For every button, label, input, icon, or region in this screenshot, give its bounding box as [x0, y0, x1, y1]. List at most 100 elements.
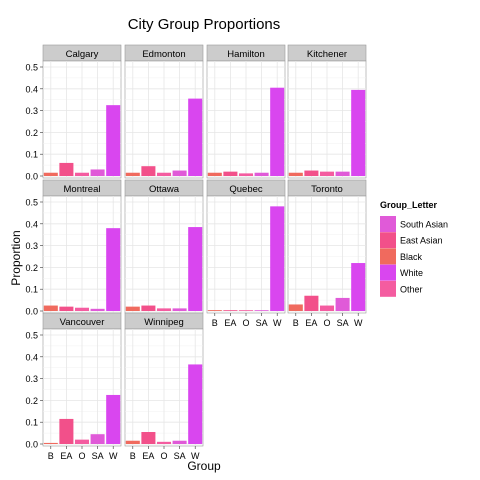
x-tick-label: O: [242, 318, 249, 328]
panel-kitchener: Kitchener: [288, 45, 366, 178]
bar-vancouver-w: [106, 395, 120, 444]
panel-montreal: Montreal 0.0 0.1 0.2 0.3 0.4 0.5: [25, 180, 121, 317]
facet-label: Montreal: [64, 184, 101, 195]
legend-key: [380, 265, 396, 281]
y-tick-label: 0.2: [25, 128, 38, 138]
y-tick-label: 0.0: [25, 440, 38, 450]
facet-label: Quebec: [229, 184, 263, 195]
bar-kitchener-b: [289, 173, 303, 176]
bar-vancouver-ea: [59, 419, 73, 444]
legend-key: [380, 216, 396, 232]
bar-quebec-b: [208, 310, 222, 311]
bar-montreal-o: [75, 308, 89, 311]
y-tick-label: 0.5: [25, 63, 38, 73]
bar-hamilton-w: [270, 88, 284, 176]
panel-ottawa: Ottawa: [125, 180, 203, 313]
bar-kitchener-ea: [304, 171, 318, 176]
y-tick-label: 0.1: [25, 150, 38, 160]
x-tick-label: EA: [60, 451, 72, 461]
panel-winnipeg: Winnipeg B EA O SA W: [125, 313, 203, 461]
bar-quebec-o: [239, 310, 253, 311]
x-tick-label: B: [130, 451, 136, 461]
y-tick-label: 0.4: [25, 84, 38, 94]
x-tick-label: SA: [256, 318, 268, 328]
bar-winnipeg-o: [157, 442, 171, 444]
bar-calgary-b: [44, 173, 58, 176]
bar-quebec-ea: [223, 310, 237, 311]
x-tick-label: EA: [305, 318, 317, 328]
bar-hamilton-o: [239, 173, 253, 176]
legend: Group_Letter South Asian East Asian Black Wh…: [380, 200, 448, 297]
legend-label: East Asian: [400, 236, 443, 246]
x-tick-label: B: [48, 451, 54, 461]
bar-hamilton-b: [208, 173, 222, 176]
y-tick-label: 0.0: [25, 307, 38, 317]
legend-key: [380, 281, 396, 297]
bar-ottawa-ea: [141, 306, 155, 311]
bar-hamilton-sa: [255, 173, 269, 176]
x-tick-label: W: [273, 318, 282, 328]
y-tick-label: 0.5: [25, 331, 38, 341]
bar-quebec-w: [270, 206, 284, 311]
legend-label: South Asian: [400, 220, 448, 230]
panel-vancouver: Vancouver 0.0 0.1 0.2 0.3 0.4 0.5 B EA O SA W: [25, 313, 121, 461]
bar-montreal-ea: [59, 307, 73, 311]
y-axis-title: Proportion: [9, 230, 23, 285]
y-tick-label: 0.4: [25, 219, 38, 229]
bar-calgary-o: [75, 173, 89, 176]
facet-label: Toronto: [311, 184, 343, 195]
bar-toronto-ea: [304, 296, 318, 311]
panel-hamilton: Hamilton: [207, 45, 285, 178]
x-tick-label: O: [78, 451, 85, 461]
bar-kitchener-sa: [336, 172, 350, 176]
bar-vancouver-o: [75, 440, 89, 444]
y-tick-label: 0.2: [25, 263, 38, 273]
x-tick-label: W: [109, 451, 118, 461]
panel-toronto: Toronto B EA O SA W: [288, 180, 366, 328]
y-tick-label: 0.3: [25, 106, 38, 116]
bar-quebec-sa: [255, 310, 269, 311]
bar-toronto-o: [320, 306, 334, 311]
facet-label: Calgary: [66, 49, 99, 60]
facet-label: Winnipeg: [144, 317, 184, 328]
y-tick-label: 0.3: [25, 241, 38, 251]
bar-kitchener-o: [320, 172, 334, 176]
y-tick-label: 0.2: [25, 396, 38, 406]
panel-calgary: Calgary 0.0 0.1 0.2 0.3 0.4 0.5: [25, 45, 121, 182]
bar-edmonton-b: [126, 173, 140, 176]
bar-calgary-ea: [59, 163, 73, 176]
x-tick-label: EA: [142, 451, 154, 461]
x-tick-label: W: [354, 318, 363, 328]
facet-label: Hamilton: [227, 49, 265, 60]
bar-ottawa-o: [157, 308, 171, 311]
y-tick-label: 0.1: [25, 285, 38, 295]
facet-panels: Calgary 0.0 0.1 0.2 0.3 0.4 0.5 Edmonton Hamilto…: [25, 45, 366, 461]
bar-kitchener-w: [351, 90, 365, 176]
bar-vancouver-b: [44, 443, 58, 444]
x-tick-label: B: [212, 318, 218, 328]
legend-label: Black: [400, 252, 423, 262]
x-tick-label: SA: [92, 451, 104, 461]
bar-toronto-sa: [336, 298, 350, 311]
x-axis-title: Group: [187, 459, 221, 473]
bar-edmonton-o: [157, 173, 171, 176]
facet-label: Ottawa: [149, 184, 180, 195]
legend-key: [380, 248, 396, 264]
bar-calgary-sa: [91, 169, 105, 176]
bar-montreal-b: [44, 306, 58, 311]
y-tick-label: 0.3: [25, 374, 38, 384]
x-tick-label: SA: [337, 318, 349, 328]
facet-label: Vancouver: [60, 317, 105, 328]
bar-edmonton-w: [188, 99, 202, 176]
y-tick-label: 0.5: [25, 198, 38, 208]
bar-edmonton-ea: [141, 166, 155, 176]
legend-label: White: [400, 268, 423, 278]
chart-title: City Group Proportions: [128, 16, 281, 33]
bar-ottawa-sa: [173, 308, 187, 311]
bar-winnipeg-ea: [141, 432, 155, 444]
bar-winnipeg-w: [188, 364, 202, 444]
bar-toronto-b: [289, 304, 303, 311]
bar-hamilton-ea: [223, 172, 237, 176]
legend-label: Other: [400, 284, 423, 294]
